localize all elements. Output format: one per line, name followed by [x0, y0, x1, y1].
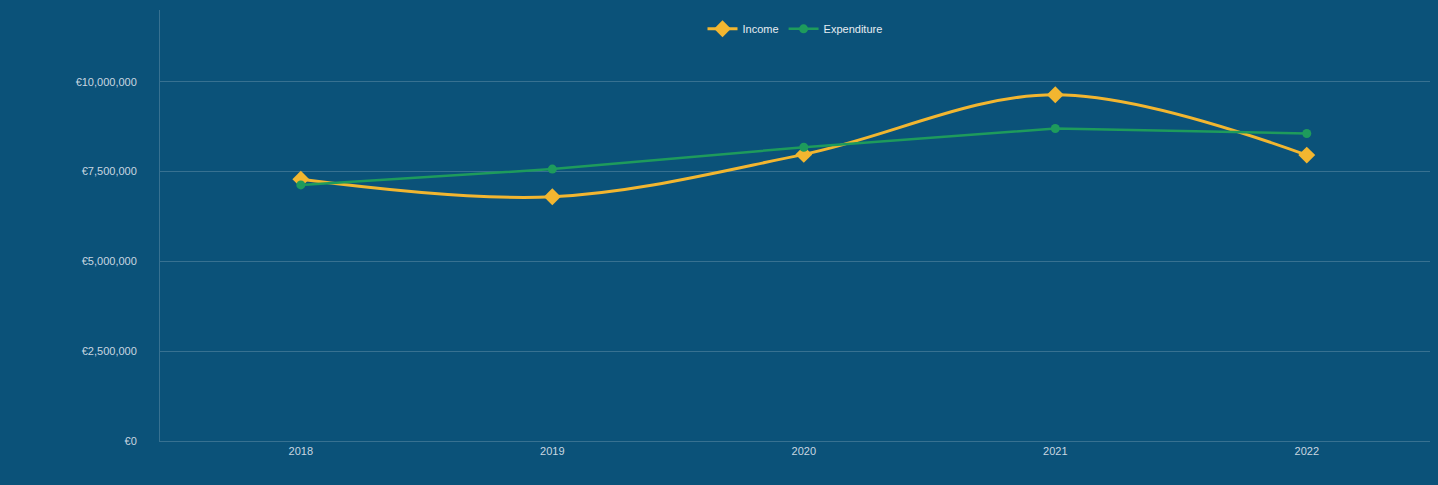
- svg-text:€0: €0: [125, 435, 137, 447]
- svg-text:2021: 2021: [1043, 445, 1067, 457]
- svg-text:€2,500,000: €2,500,000: [82, 345, 137, 357]
- svg-text:€5,000,000: €5,000,000: [82, 255, 137, 267]
- svg-text:€7,500,000: €7,500,000: [82, 165, 137, 177]
- svg-text:2019: 2019: [540, 445, 564, 457]
- svg-text:Expenditure: Expenditure: [824, 23, 883, 35]
- svg-text:2022: 2022: [1295, 445, 1319, 457]
- svg-text:2020: 2020: [792, 445, 816, 457]
- svg-text:€10,000,000: €10,000,000: [76, 76, 137, 88]
- svg-text:Income: Income: [743, 23, 779, 35]
- svg-text:2018: 2018: [289, 445, 313, 457]
